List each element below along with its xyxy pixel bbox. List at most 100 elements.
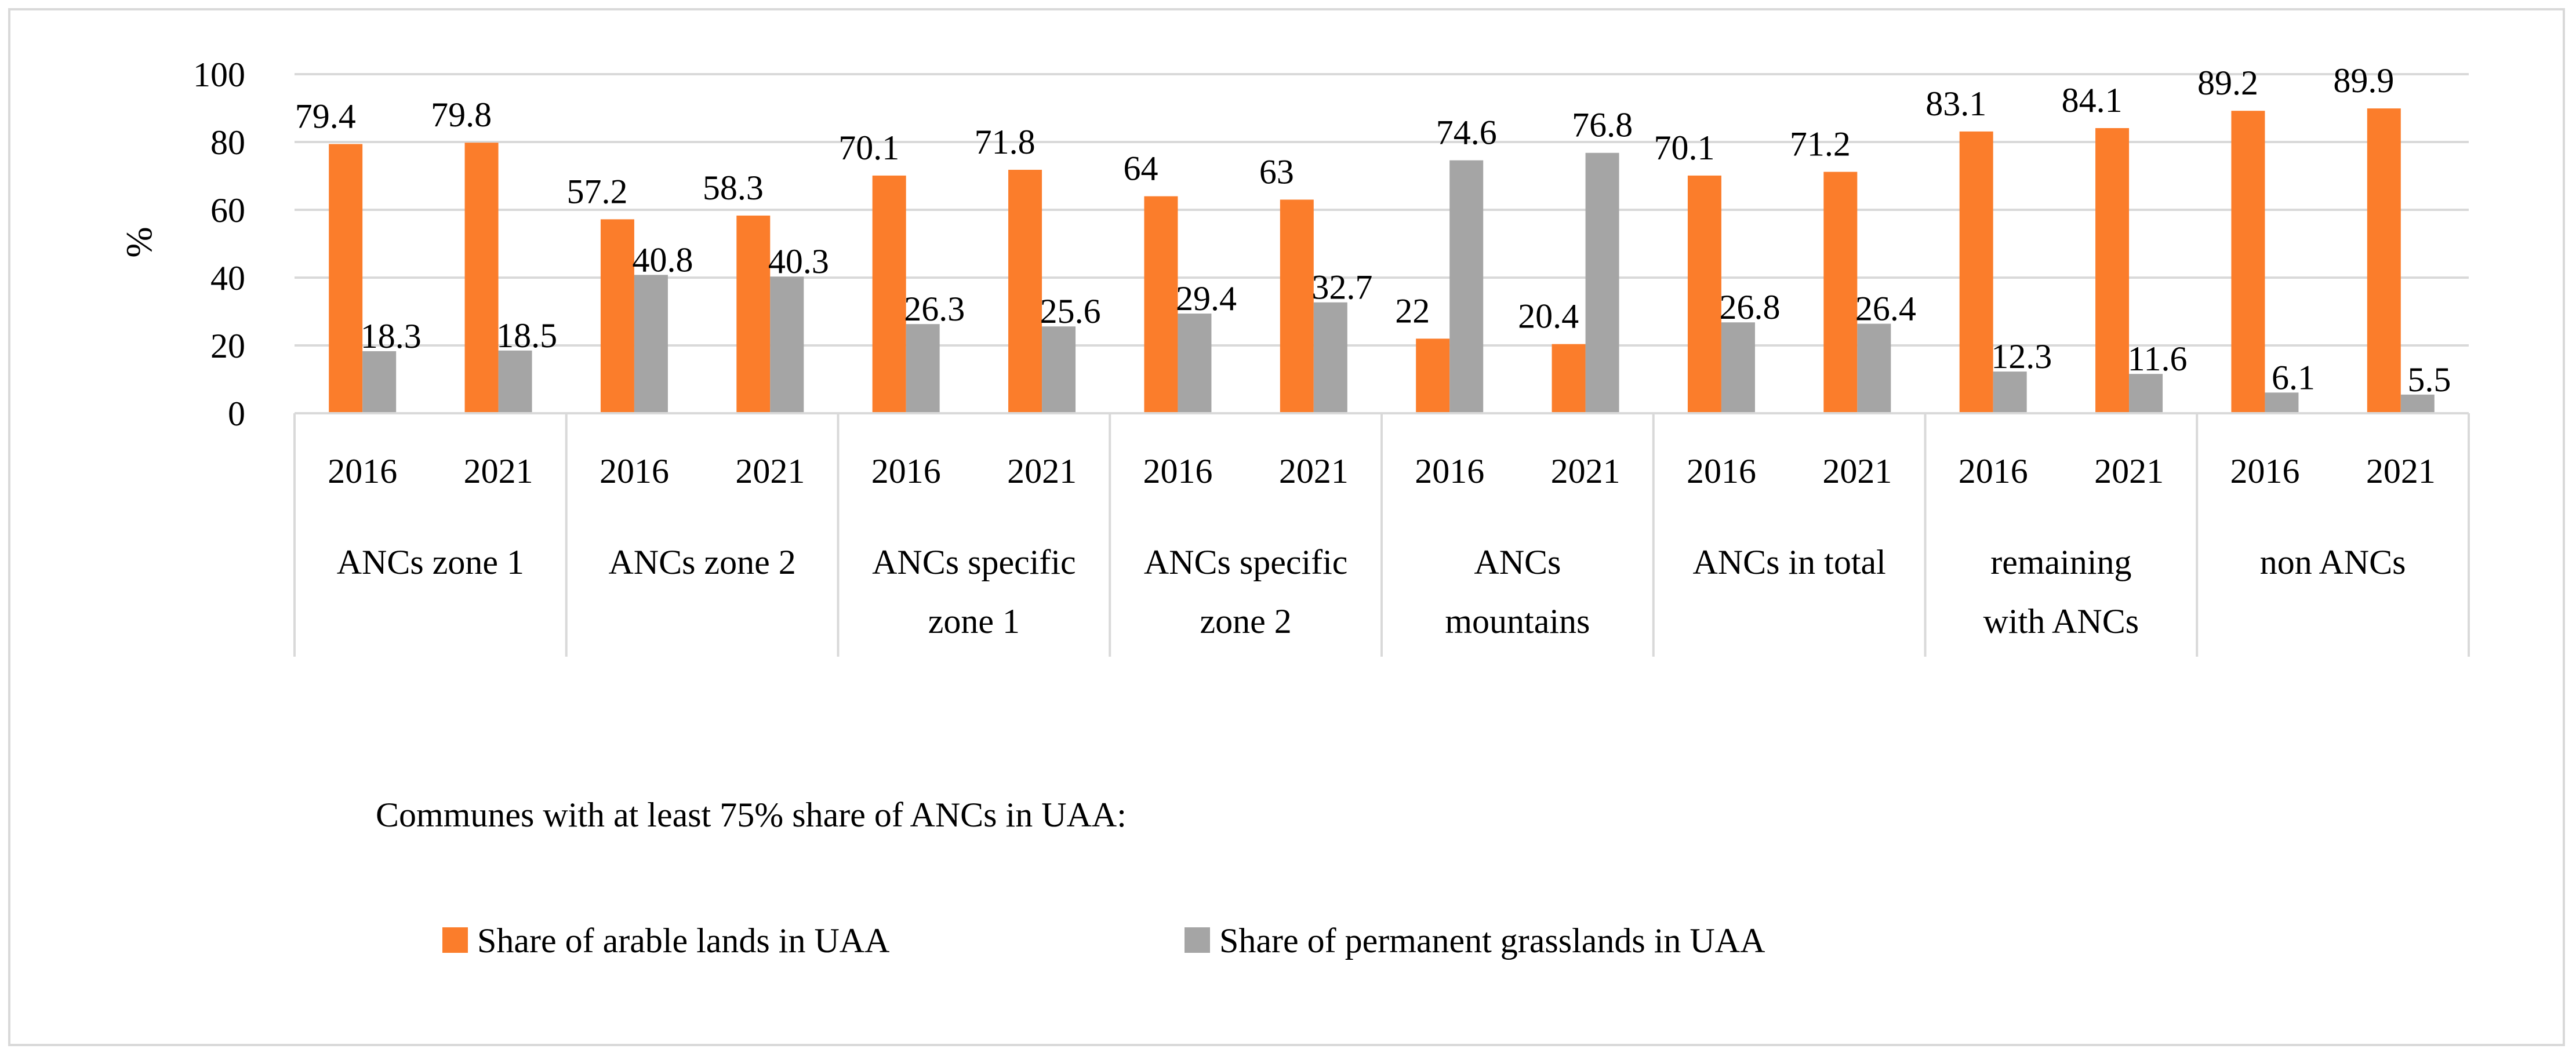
group-label: ANCs specific [872, 543, 1076, 581]
data-label: 71.2 [1790, 125, 1851, 163]
bar-grassland [2400, 394, 2435, 413]
group-label: zone 2 [1200, 602, 1291, 640]
data-label: 29.4 [1176, 279, 1237, 318]
data-label: 25.6 [1040, 292, 1101, 330]
legend-swatch-arable [442, 927, 468, 953]
legend-title: Communes with at least 75% share of ANCs… [376, 796, 1127, 834]
bar-grassland [1449, 160, 1484, 413]
data-label: 89.9 [2333, 61, 2394, 100]
data-label: 83.1 [1925, 85, 1986, 123]
bar-grassland [770, 276, 804, 413]
x-tick-label: 2021 [1822, 452, 1892, 490]
bars [329, 108, 2435, 414]
bar-grassland [906, 324, 940, 413]
data-label: 26.3 [904, 290, 965, 328]
x-tick-label: 2021 [2094, 452, 2164, 490]
bar-grassland [2265, 392, 2299, 413]
data-label: 76.8 [1572, 106, 1633, 144]
data-labels: 79.4 18.3 79.8 18.5 57.240.8 58.340.3 70.1 26.3… [295, 61, 2451, 399]
y-tick-label: 20 [210, 327, 245, 365]
bar-arable [1823, 172, 1858, 413]
bar-grassland [1857, 323, 1891, 413]
y-tick-label: 80 [210, 123, 245, 162]
data-label: 18.3 [361, 317, 422, 355]
data-label: 89.2 [2197, 64, 2258, 102]
x-tick-label: 2021 [1551, 452, 1621, 490]
y-tick-label: 0 [228, 395, 245, 433]
group-label: zone 1 [928, 602, 1020, 640]
bar-arable [1008, 169, 1042, 413]
x-tick-label: 2016 [1143, 452, 1212, 490]
bar-grassland [1585, 152, 1619, 413]
bar-grassland [1721, 322, 1755, 413]
bar-grassland [2129, 374, 2163, 413]
data-label: 40.8 [632, 241, 693, 279]
bar-arable [329, 144, 363, 413]
data-label: 63 [1259, 152, 1294, 191]
x-tick-label: 2016 [1687, 452, 1756, 490]
group-label: remaining [1990, 543, 2131, 581]
bar-arable [2095, 128, 2130, 413]
bar-arable [1280, 199, 1314, 413]
bar-arable [1552, 344, 1586, 413]
data-label: 6.1 [2272, 358, 2315, 396]
group-label: ANCs specific [1144, 543, 1348, 581]
data-label: 12.3 [1991, 337, 2052, 376]
group-label: ANCs in total [1692, 543, 1885, 581]
bar-arable [2231, 111, 2265, 413]
x-tick-label: 2016 [2230, 452, 2299, 490]
group-label: with ANCs [1983, 602, 2139, 640]
group-label: ANCs zone 2 [608, 543, 795, 581]
data-label: 70.1 [838, 129, 899, 167]
data-label: 32.7 [1311, 268, 1372, 307]
bar-arable [1144, 196, 1178, 413]
group-label: ANCs [1474, 543, 1561, 581]
data-label: 18.5 [496, 316, 557, 355]
x-tick-label: 2021 [1279, 452, 1349, 490]
data-label: 22 [1395, 292, 1430, 330]
bar-grassland [1178, 314, 1212, 413]
x-tick-label: 2016 [600, 452, 669, 490]
data-label: 79.4 [295, 97, 356, 136]
x-tick-label: 2021 [735, 452, 805, 490]
x-tick-label: 2021 [2366, 452, 2436, 490]
data-label: 5.5 [2407, 361, 2451, 399]
data-label: 79.8 [431, 96, 492, 134]
bar-grassland [498, 350, 532, 413]
x-tick-label: 2016 [1415, 452, 1484, 490]
data-label: 26.8 [1719, 288, 1780, 326]
x-tick-label: 2021 [464, 452, 533, 490]
data-label: 57.2 [566, 172, 627, 210]
bar-grassland [1042, 326, 1076, 413]
axes: 0 20 40 60 80 100 2016 2021 ANCs zone 1 2016 2021 A… [193, 56, 2470, 657]
data-label: 84.1 [2062, 81, 2123, 119]
legend-label-grassland: Share of permanent grasslands in UAA [1219, 922, 1765, 960]
bar-arable [736, 215, 771, 413]
x-tick-label: 2016 [328, 452, 397, 490]
data-label: 64 [1123, 150, 1158, 188]
data-label: 11.6 [2128, 340, 2188, 378]
legend-swatch-grassland [1185, 927, 1210, 953]
data-label: 40.3 [768, 242, 829, 281]
x-tick-label: 2016 [871, 452, 941, 490]
bar-arable [2367, 108, 2401, 413]
y-tick-label: 100 [193, 56, 245, 94]
data-label: 71.8 [975, 123, 1036, 161]
bar-arable [600, 219, 634, 413]
bar-arable [1416, 338, 1450, 413]
x-tick-label: 2016 [1959, 452, 2028, 490]
chart-frame: 79.4 18.3 79.8 18.5 57.2 40.8 58.3 40.3 70.1 26.3… [8, 8, 2565, 1046]
data-label: 20.4 [1518, 297, 1579, 336]
group-label: ANCs zone 1 [337, 543, 524, 581]
group-label: mountains [1445, 602, 1590, 640]
y-tick-label: 40 [210, 259, 245, 297]
bar-grassland [362, 351, 397, 413]
bar-grassland [1993, 372, 2027, 413]
bar-chart: 79.4 18.3 79.8 18.5 57.240.8 58.340.3 70.1 26.3… [118, 56, 2470, 960]
data-label: 74.6 [1436, 114, 1497, 152]
bar-grassland [1313, 302, 1347, 413]
bar-arable [1687, 175, 1721, 413]
y-axis-label: % [118, 227, 159, 257]
data-label: 70.1 [1654, 129, 1714, 167]
y-tick-label: 60 [210, 191, 245, 230]
